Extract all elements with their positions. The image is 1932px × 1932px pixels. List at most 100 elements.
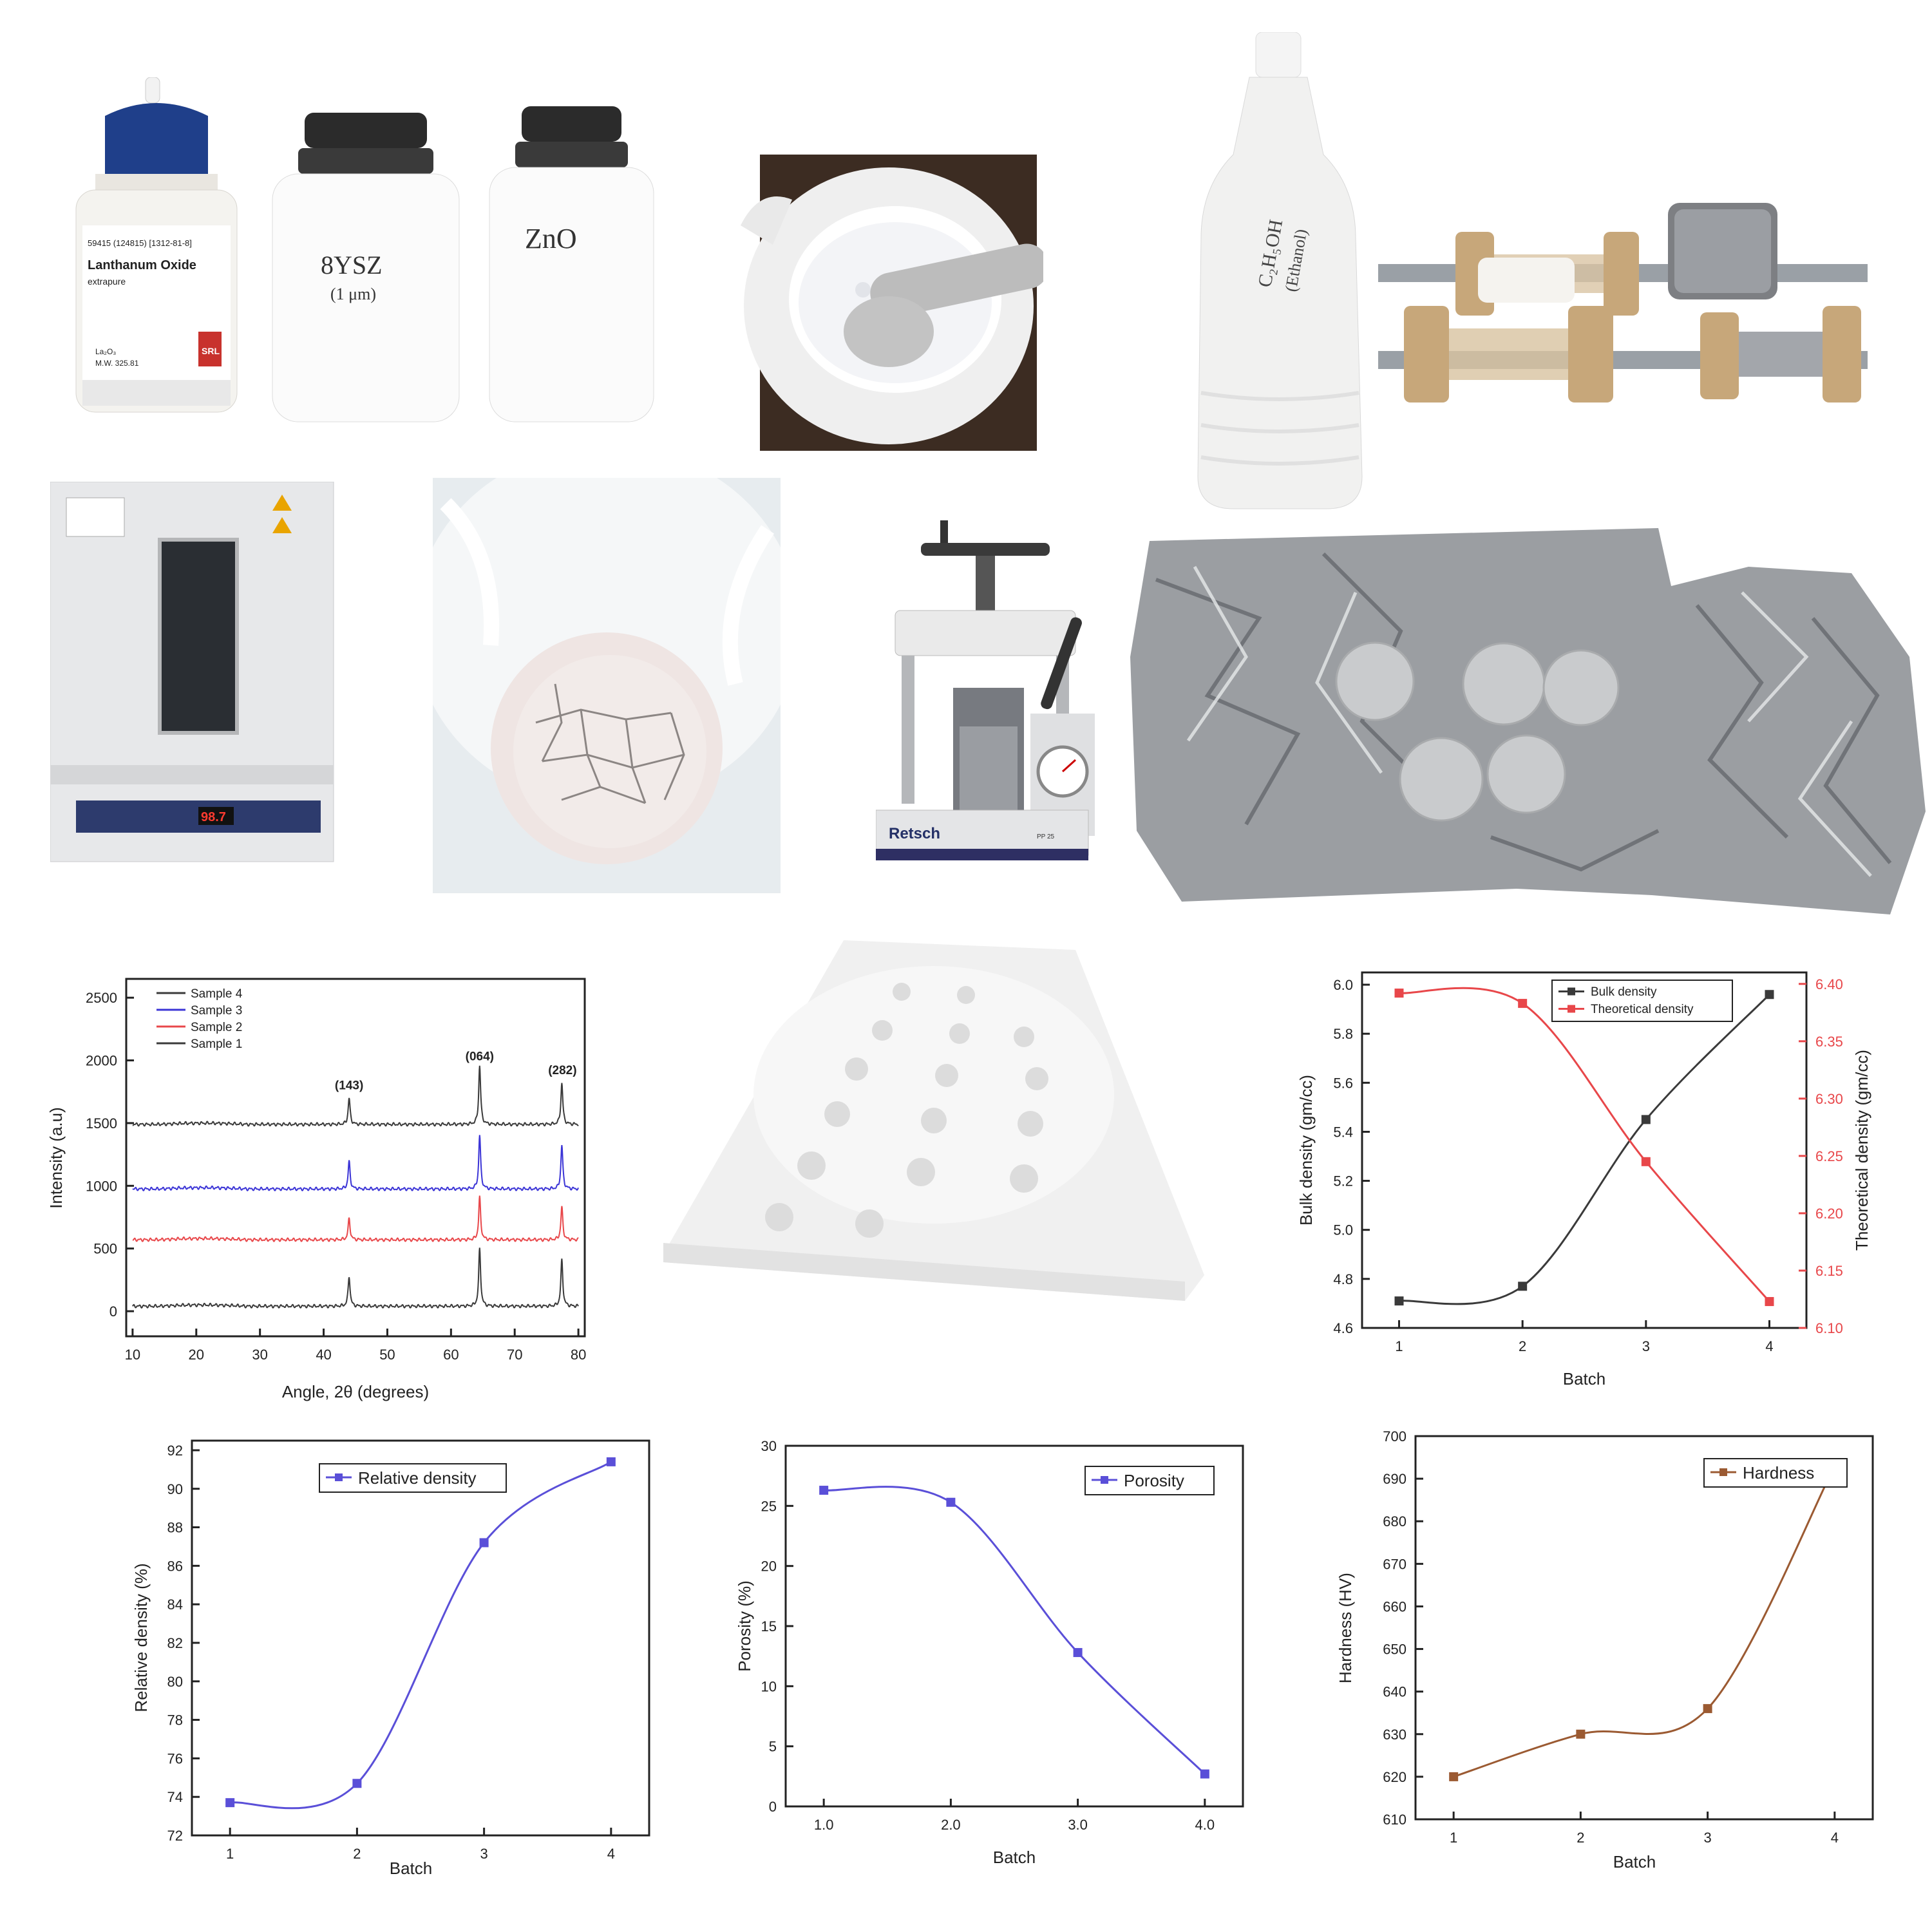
xrd-peak-label: (143) [335,1079,363,1092]
hardness-x-tick-label: 3 [1703,1830,1711,1846]
density-point [1765,990,1774,999]
density-line [1399,994,1770,1305]
density-legend: Bulk density Theoretical density [1551,980,1733,1022]
density-x-tick-label: 4 [1765,1338,1773,1354]
relative-density-x-tick-label: 4 [607,1846,615,1862]
xrd-y-tick-label: 1500 [86,1115,117,1132]
press-brand-logo: Retsch [889,825,940,842]
ball-mill-rollers-photo [1378,193,1868,419]
density-y-tick-label: 5.4 [1333,1124,1353,1140]
hydraulic-press-photo: Retsch PP 25 [876,520,1095,860]
porosity-y-tick-label: 30 [761,1438,777,1454]
xrd-x-axis-label: Angle, 2θ (degrees) [282,1382,429,1401]
porosity-y-axis-label: Porosity (%) [735,1580,754,1672]
density-point [1394,1296,1404,1306]
xrd-pattern-chart: 10 20 30 40 50 60 70 80 0 500 1000 1500 2000 2500 (1… [44,953,604,1412]
ethanol-bottle-photo: C₂H₅OH (Ethanol) [1188,32,1368,512]
density-x-axis-label: Batch [1563,1369,1606,1388]
porosity-x-tick-label: 1.0 [814,1817,834,1833]
bottle-formula: La₂O₃ [95,347,116,356]
relative-density-y-tick-label: 82 [167,1635,183,1651]
hardness-y-tick-label: 630 [1383,1727,1406,1743]
relative-density-y-axis-label: Relative density (%) [131,1563,151,1712]
xrd-x-tick-label: 10 [125,1347,140,1363]
density-point [1394,989,1404,998]
drying-oven-photo: 98.7 [50,482,337,865]
xrd-y-tick-label: 500 [93,1241,117,1257]
porosity-x-tick-label: 3.0 [1068,1817,1088,1833]
relative-density-y-tick-label: 90 [167,1481,183,1497]
porosity-y-tick-label: 15 [761,1618,777,1634]
relative-density-y-tick-label: 88 [167,1520,183,1536]
bottle-grade: extrapure [88,276,126,287]
relative-density-y-tick-label: 80 [167,1674,183,1690]
xrd-series-line [132,1195,579,1242]
hardness-plot-frame [1414,1435,1874,1821]
porosity-legend: Porosity [1084,1466,1215,1495]
relative-density-plot-frame [191,1439,650,1837]
density-y-tick-label: 4.8 [1333,1271,1353,1287]
xrd-x-tick-label: 80 [571,1347,586,1363]
legend-swatch-marker [1567,1005,1575,1013]
ysz-handwritten-label: 8YSZ [321,251,383,279]
xrd-legend: Sample 4 Sample 3 Sample 2 Sample 1 [156,987,243,1051]
density-y-tick-label: 5.8 [1333,1026,1353,1042]
zno-bottle-photo: ZnO [486,106,657,425]
xrd-y-tick-label: 0 [109,1303,117,1320]
hardness-legend: Hardness [1703,1458,1848,1488]
legend-box [1551,980,1733,1022]
density-y-tick-label: 5.0 [1333,1222,1353,1238]
relative-density-y-tick-label: 84 [167,1596,183,1613]
xrd-series-line [132,1247,579,1309]
lanthanum-oxide-bottle-photo: 59415 (124815) [1312-81-8] Lanthanum Oxi… [70,77,243,419]
xrd-y-axis-label: Intensity (a.u) [46,1107,66,1209]
porosity-y-tick-label: 0 [769,1799,777,1815]
relative-density-y-tick-label: 74 [167,1789,183,1805]
legend-swatch-marker [1719,1468,1727,1476]
density-x-tick-label: 2 [1519,1338,1526,1354]
density-chart-svg: 1 2 3 4 4.6 4.8 5.0 5.2 5.4 5.6 5.8 6.0 6.10 6.15 6.… [1296,971,1871,1388]
bottle-catalog-code: 59415 (124815) [1312-81-8] [88,238,192,248]
porosity-chart-svg: 1.0 2.0 3.0 4.0 0 5 10 15 20 25 30 Porosity Batch… [735,1438,1244,1867]
density-plot-frame [1361,971,1808,1329]
legend-entry-label: Relative density [358,1468,477,1488]
density-y-tick-label: 6.0 [1333,977,1353,993]
legend-swatch-marker [335,1473,343,1481]
porosity-point [1073,1648,1083,1658]
pellets-on-foil-photo [1130,528,1929,914]
hardness-chart: 1 2 3 4 610 620 630 640 650 660 670 680 690 700 Hard… [1325,1417,1880,1871]
hardness-point [1703,1704,1712,1714]
xrd-peak-label: (282) [548,1064,576,1077]
relative-density-point [479,1538,489,1548]
density-y-tick-label: 4.6 [1333,1320,1353,1336]
relative-density-point [352,1779,362,1788]
density-y2-y-tick-label: 6.25 [1815,1148,1843,1164]
xrd-chart-svg: 10 20 30 40 50 60 70 80 0 500 1000 1500 2000 2500 (1… [46,978,586,1401]
relative-density-legend: Relative density [319,1463,507,1493]
porosity-y-tick-label: 5 [769,1739,777,1755]
bulk-density-axis-label: Bulk density (gm/cc) [1296,1075,1316,1226]
relative-density-x-tick-label: 2 [353,1846,361,1862]
relative-density-y-tick-label: 86 [167,1558,183,1574]
porosity-series-group [819,1486,1209,1779]
relative-density-point [606,1457,616,1466]
xrd-y-tick-label: 2000 [86,1053,117,1069]
porosity-point [819,1486,829,1495]
relative-density-line [229,1461,612,1810]
xrd-x-tick-label: 20 [189,1347,204,1363]
xrd-y-tick-label: 1000 [86,1178,117,1194]
zno-handwritten-label: ZnO [525,223,577,254]
xrd-legend-label: Sample 3 [191,1004,242,1018]
porosity-y-tick-label: 20 [761,1558,777,1575]
porosity-point [946,1497,956,1507]
hardness-point [1576,1729,1586,1739]
porosity-x-tick-label: 4.0 [1195,1817,1215,1833]
hardness-y-axis-label: Hardness (HV) [1336,1573,1355,1683]
porosity-chart: 1.0 2.0 3.0 4.0 0 5 10 15 20 25 30 Porosity Batch… [731,1426,1246,1871]
legend-entry-label: Porosity [1124,1471,1184,1490]
relative-density-chart: 1 2 3 4 72 74 76 78 80 82 84 86 88 90 92 Relative den… [128,1433,656,1878]
relative-density-series-group [225,1457,616,1810]
density-point [1641,1115,1651,1124]
legend-swatch-marker [1101,1476,1108,1484]
hardness-chart-svg: 1 2 3 4 610 620 630 640 650 660 670 680 690 700 Hard… [1336,1428,1874,1871]
